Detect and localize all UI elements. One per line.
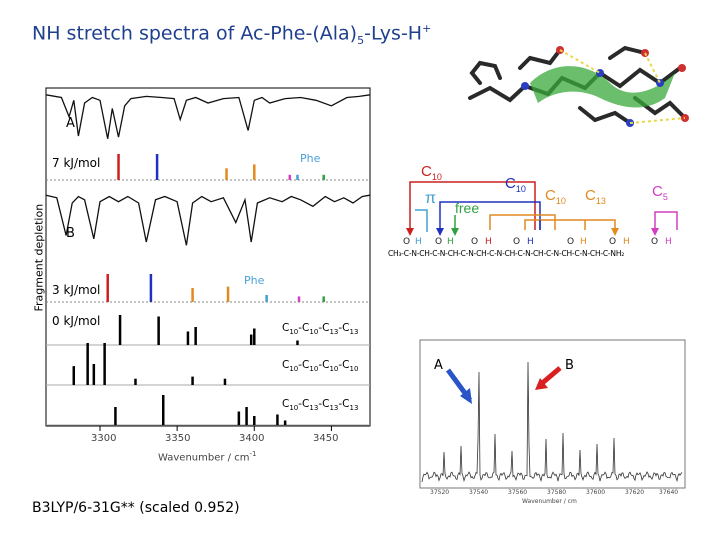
svg-text:H: H [415, 237, 422, 247]
x-tick-label: 3450 [313, 433, 339, 444]
c10-right-label: C10 [545, 187, 566, 206]
conformer-label-2: C10-C10-C10-C10 [282, 359, 359, 374]
ir-spectrum-trace [421, 361, 683, 483]
svg-text:O: O [403, 237, 410, 247]
ir-label-a: A [434, 358, 443, 373]
ir-x-tick: 37620 [625, 489, 645, 496]
svg-text:O: O [513, 237, 520, 247]
c5-label: C5 [652, 183, 668, 202]
x-axis-label: Wavenumber / cm-1 [158, 450, 257, 464]
free-label: free [455, 200, 480, 216]
ir-x-tick: 37640 [659, 489, 679, 496]
phe-label-a: Phe [300, 152, 321, 165]
svg-text:O: O [471, 237, 478, 247]
svg-text:O: O [651, 237, 658, 247]
molecule-structure-image [468, 45, 689, 127]
svg-text:H: H [447, 237, 454, 247]
svg-text:H: H [665, 237, 672, 247]
chart-frame [45, 87, 371, 427]
x-tick-label: 3300 [91, 433, 117, 444]
energy-label-a: 7 kJ/mol [52, 156, 101, 170]
conformer-label-3: C10-C13-C13-C13 [282, 398, 359, 413]
peptide-backbone: CH₃-C-N-CH-C-N-CH-C-N-CH-C-N-CH-C-N-CH-C… [388, 249, 625, 258]
c10-mid-bracket [439, 201, 541, 230]
energy-label-b: 3 kJ/mol [52, 283, 101, 297]
ir-x-axis-label: Wavenumber / cm [522, 498, 577, 505]
ir-x-tick: 37580 [547, 489, 567, 496]
method-note: B3LYP/6-31G** (scaled 0.952) [32, 500, 240, 516]
ir-x-tick: 37540 [469, 489, 489, 496]
spectrum-trace-b [45, 194, 371, 246]
svg-text:H: H [580, 237, 587, 247]
c10-top-bracket [409, 181, 536, 230]
svg-text:H: H [527, 237, 534, 247]
ir-x-tick: 37600 [586, 489, 606, 496]
conformer-label-1: C10-C10-C13-C13 [282, 322, 359, 337]
x-tick-label: 3350 [165, 433, 191, 444]
ir-frame [419, 339, 686, 489]
ir-x-tick: 37520 [430, 489, 450, 496]
c10-mid-label: C10 [505, 175, 526, 194]
energy-label-c: 0 kJ/mol [52, 314, 101, 328]
c13-label: C13 [585, 187, 606, 206]
svg-text:H: H [623, 237, 630, 247]
pi-label: π [425, 190, 437, 207]
svg-text:O: O [435, 237, 442, 247]
svg-text:O: O [609, 237, 616, 247]
svg-text:H: H [485, 237, 492, 247]
trace-label-b: B [66, 226, 75, 241]
slide-title: NH stretch spectra of Ac-Phe-(Ala)5-Lys-… [32, 22, 432, 48]
ir-label-b: B [565, 358, 574, 373]
x-tick-label: 3400 [239, 433, 265, 444]
phe-label-b: Phe [244, 274, 265, 287]
ir-x-tick: 37560 [508, 489, 528, 496]
trace-label-a: A [66, 116, 75, 131]
svg-text:O: O [567, 237, 574, 247]
spectrum-trace-a [45, 94, 371, 139]
c10-top-label: C10 [421, 163, 442, 182]
